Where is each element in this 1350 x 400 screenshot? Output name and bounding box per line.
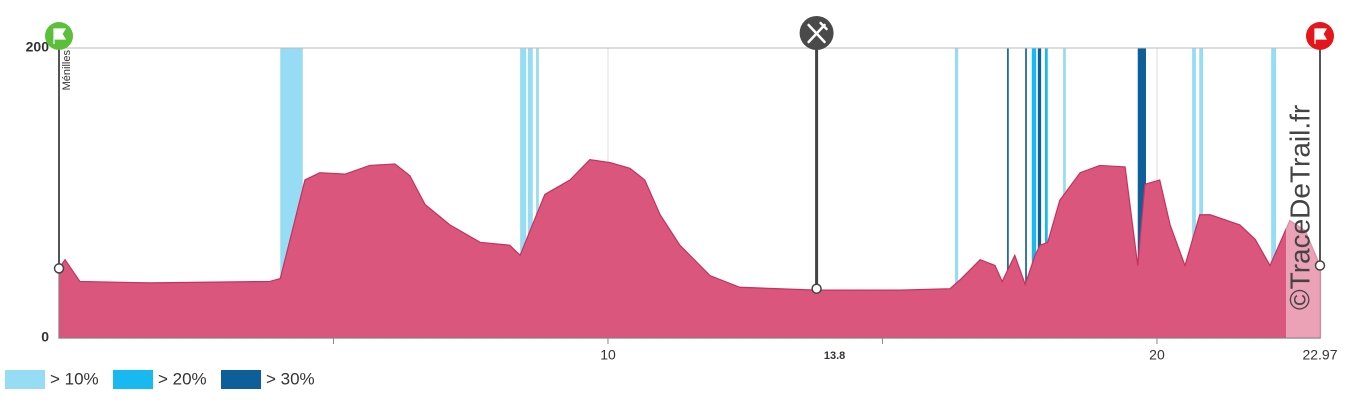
slope-band xyxy=(1192,48,1196,338)
flag-icon xyxy=(1314,28,1328,44)
slope-band xyxy=(536,48,539,338)
slope-band xyxy=(1025,48,1027,338)
slope-band xyxy=(1199,48,1204,338)
end-highlight xyxy=(1286,210,1320,338)
slope-band xyxy=(1031,48,1037,338)
waypoint-point xyxy=(53,263,65,274)
watermark: ©TraceDeTrail.fr xyxy=(1284,105,1315,310)
slope-band xyxy=(1007,48,1009,338)
x-tick-label: 20 xyxy=(1149,347,1165,363)
slope-band xyxy=(527,48,533,338)
legend-label: > 20% xyxy=(158,369,207,388)
legend-swatch xyxy=(113,370,153,389)
slope-band xyxy=(1137,48,1146,338)
waypoint-label: Ménilles xyxy=(61,50,73,91)
legend-label: > 10% xyxy=(50,369,99,388)
legend-label: > 30% xyxy=(266,369,315,388)
legend-swatch xyxy=(5,370,45,389)
x-end-label: 22.97 xyxy=(1302,347,1337,363)
waypoint-point xyxy=(1314,260,1326,271)
slope-band xyxy=(1271,48,1277,338)
x-tick-label: 10 xyxy=(600,347,616,363)
flag-icon xyxy=(53,28,67,44)
waypoint-point xyxy=(811,283,822,294)
y-tick-label: 200 xyxy=(26,39,50,55)
slope-band xyxy=(954,48,959,338)
slope-band xyxy=(520,48,527,338)
waypoint-distance: 13.8 xyxy=(824,350,845,362)
slope-band xyxy=(1044,48,1048,338)
slope-band xyxy=(1037,48,1042,338)
y-tick-label: 0 xyxy=(41,329,49,345)
elevation-area xyxy=(58,159,1321,339)
legend-swatch xyxy=(221,370,261,389)
fork-knife-icon xyxy=(807,21,828,44)
